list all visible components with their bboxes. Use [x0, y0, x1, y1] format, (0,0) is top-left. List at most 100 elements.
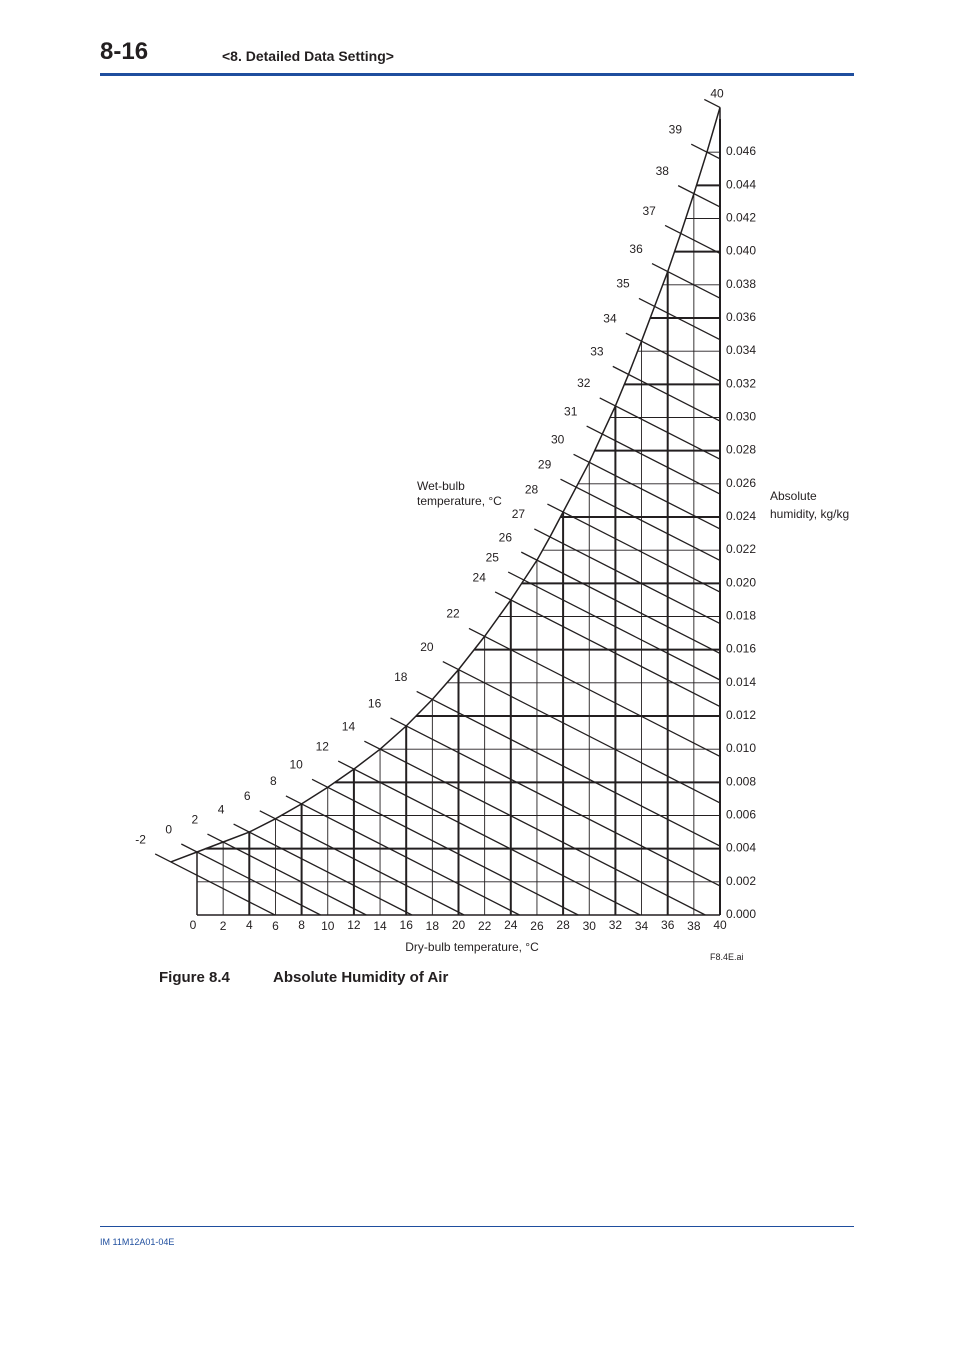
y-tick-label: 0.028: [726, 443, 756, 457]
y-tick-label: 0.036: [726, 310, 756, 324]
wet-bulb-label: 26: [499, 530, 513, 544]
wet-bulb-line: [547, 503, 721, 593]
wet-bulb-line: [612, 365, 721, 422]
y-tick-label: 0.010: [726, 741, 756, 755]
document-id: IM 11M12A01-04E: [100, 1237, 175, 1247]
wet-bulb-line: [625, 332, 721, 382]
wet-bulb-label: 22: [446, 607, 460, 621]
x-tick-label: 8: [298, 918, 305, 932]
x-tick-label: 40: [713, 918, 727, 932]
wet-bulb-label: 18: [394, 670, 408, 684]
figure-title: Absolute Humidity of Air: [273, 969, 449, 986]
y-tick-label: 0.034: [726, 343, 756, 357]
wet-bulb-line: [154, 853, 276, 916]
y-axis-label-line1: Absolute: [770, 489, 817, 503]
wet-bulb-line: [311, 778, 579, 916]
y-tick-label: 0.046: [726, 144, 756, 158]
y-tick-labels: 0.000 0.002 0.004 0.006 0.008 0.010 0.012 0.014…: [726, 144, 756, 921]
saturation-curve-group: [170, 107, 721, 863]
wet-bulb-line: [664, 224, 721, 255]
wet-bulb-label: 20: [420, 640, 434, 654]
wet-bulb-label: 28: [525, 482, 539, 496]
y-tick-label: 0.006: [726, 808, 756, 822]
wet-bulb-label: 33: [590, 345, 604, 359]
chart-grid: [196, 107, 721, 916]
x-tick-label: 14: [373, 919, 387, 933]
x-tick-label: 0: [190, 918, 197, 932]
x-tick-labels: 0 2 4 6 8 10 12 14 16 18 20 22 24 26 28 30 32 34 36 38 40: [190, 918, 727, 933]
y-tick-label: 0.014: [726, 675, 756, 689]
wet-bulb-line: [586, 425, 721, 495]
wet-bulb-axis-label-line1: Wet-bulb: [417, 479, 465, 493]
wet-bulb-line: [651, 262, 721, 299]
y-tick-label: 0.002: [726, 874, 756, 888]
file-tag: F8.4E.ai: [710, 952, 744, 962]
wet-bulb-line: [259, 810, 465, 916]
y-tick-label: 0.042: [726, 211, 756, 225]
wet-bulb-line: [285, 795, 520, 916]
wet-bulb-label: 6: [244, 789, 251, 803]
wet-bulb-line: [337, 760, 641, 916]
wet-bulb-line: [638, 297, 721, 341]
x-tick-label: 32: [609, 918, 623, 932]
wet-bulb-label: 16: [368, 696, 382, 710]
wet-bulb-label: 39: [669, 123, 683, 137]
section-title: <8. Detailed Data Setting>: [222, 48, 394, 64]
wet-bulb-line: [520, 551, 721, 655]
y-tick-label: 0.032: [726, 376, 756, 390]
wet-bulb-line: [704, 98, 721, 108]
y-tick-label: 0.020: [726, 575, 756, 589]
wet-bulb-line: [599, 397, 721, 460]
wet-bulb-line: [677, 185, 721, 208]
y-tick-label: 0.000: [726, 907, 756, 921]
wet-bulb-line: [507, 571, 721, 681]
wet-bulb-label: 34: [603, 312, 617, 326]
x-axis-label: Dry-bulb temperature, °C: [405, 940, 539, 954]
wet-bulb-label: 36: [629, 242, 643, 256]
wet-bulb-label: 0: [165, 822, 172, 836]
wet-bulb-line: [390, 717, 721, 887]
wet-bulb-line: [233, 823, 413, 916]
wet-bulb-line: [690, 143, 721, 160]
wet-bulb-axis-label-line2: temperature, °C: [417, 494, 502, 508]
header-rule: [100, 73, 854, 76]
x-tick-label: 2: [220, 919, 227, 933]
wet-bulb-line: [364, 740, 706, 916]
wet-bulb-label: 29: [538, 457, 552, 471]
x-tick-label: 26: [530, 919, 544, 933]
y-axis-label: Absolute humidity, kg/kg: [770, 489, 849, 521]
y-tick-label: 0.022: [726, 542, 756, 556]
x-tick-label: 16: [400, 918, 414, 932]
wet-bulb-label: 31: [564, 404, 578, 418]
x-tick-label: 38: [687, 919, 701, 933]
wet-bulb-line: [416, 690, 721, 847]
wet-bulb-line: [494, 591, 721, 708]
page-number: 8-16: [100, 38, 149, 65]
wet-bulb-label: 30: [551, 433, 565, 447]
y-tick-label: 0.008: [726, 774, 756, 788]
figure-label: Figure 8.4: [159, 969, 230, 986]
y-tick-label: 0.004: [726, 841, 756, 855]
y-tick-label: 0.018: [726, 609, 756, 623]
wet-bulb-axis-label: Wet-bulb temperature, °C: [417, 479, 502, 508]
wet-bulb-label: 37: [642, 204, 656, 218]
footer-rule: [100, 1226, 854, 1227]
wet-bulb-label: 32: [577, 376, 591, 390]
wet-bulb-label: 10: [289, 758, 303, 772]
y-tick-label: 0.040: [726, 244, 756, 258]
absolute-humidity-chart: 0 2 4 6 8 10 12 14 16 18 20 22 24 26 28 30 32 34 36 38 40 0.…: [135, 86, 849, 962]
x-tick-label: 4: [246, 918, 253, 932]
x-tick-label: 28: [556, 918, 570, 932]
wet-bulb-label: 4: [218, 802, 225, 816]
wet-bulb-line: [468, 627, 721, 757]
x-tick-label: 30: [583, 919, 597, 933]
x-tick-label: 20: [452, 918, 466, 932]
y-tick-label: 0.026: [726, 476, 756, 490]
x-tick-label: 34: [635, 919, 649, 933]
wet-bulb-label: 40: [710, 86, 724, 100]
x-tick-label: 12: [347, 918, 361, 932]
y-tick-label: 0.016: [726, 642, 756, 656]
x-tick-label: 18: [426, 919, 440, 933]
y-tick-label: 0.044: [726, 177, 756, 191]
wet-bulb-label: 2: [192, 812, 199, 826]
